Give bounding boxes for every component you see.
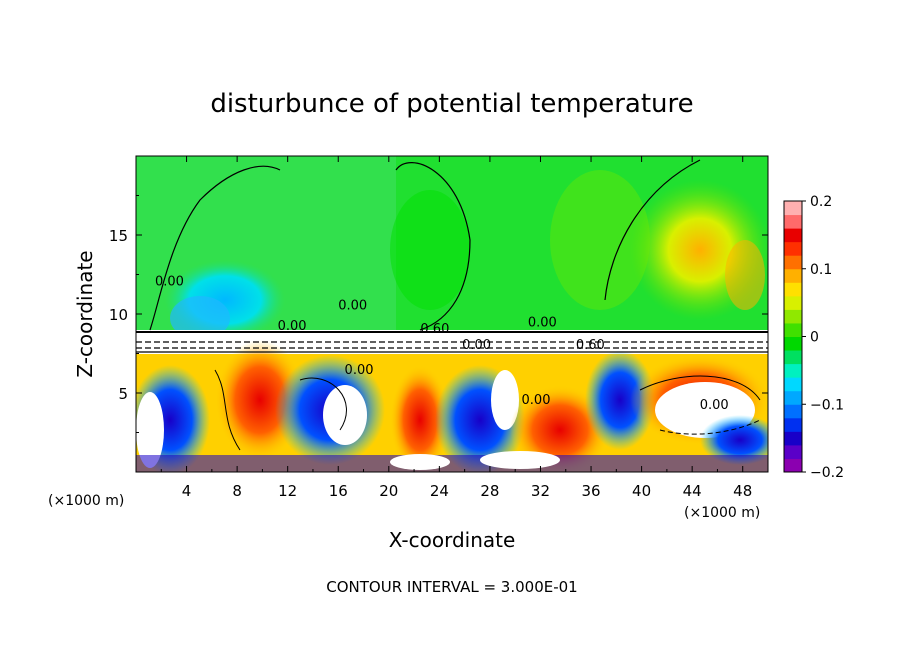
contour-label: 0.00 (155, 275, 184, 290)
colorbar-swatch (784, 431, 802, 446)
colorbar-swatch (784, 282, 802, 297)
colorbar: 0.2 0.1 0 −0.1 −0.2 (783, 194, 844, 481)
x-axis-title: X-coordinate (389, 528, 516, 552)
colorbar-swatch (784, 268, 802, 283)
x-tick-label: 48 (733, 482, 752, 500)
x-tick-label: 20 (379, 482, 398, 500)
contour-label: 0.00 (345, 363, 374, 378)
colorbar-swatch (784, 377, 802, 392)
colorbar-swatch (784, 350, 802, 365)
y-tick-label: 15 (109, 227, 128, 245)
colorbar-swatch (784, 390, 802, 405)
x-tick-label: 12 (278, 482, 297, 500)
contour-label: 0.60 (420, 322, 449, 337)
x-tick-label: 36 (581, 482, 600, 500)
x-tick-label: 40 (632, 482, 651, 500)
chart-title: disturbunce of potential temperature (210, 89, 693, 119)
y-axis-title: Z-coordinate (73, 250, 97, 377)
colorbar-swatch (784, 309, 802, 324)
colorbar-tick-label: 0 (810, 330, 819, 346)
colorbar-swatch (784, 322, 802, 337)
contour-label: 0.00 (278, 319, 307, 334)
y-tick-label: 10 (109, 306, 128, 324)
colorbar-swatch (784, 201, 802, 216)
x-tick-label: 4 (182, 482, 192, 500)
contour-interval-note: CONTOUR INTERVAL = 3.000E-01 (326, 578, 577, 596)
contour-label: 0.00 (528, 316, 557, 331)
colorbar-swatch (784, 255, 802, 270)
colorbar-swatch (784, 363, 802, 378)
x-tick-label: 44 (683, 482, 702, 500)
x-tick-label: 8 (232, 482, 242, 500)
x-unit-label-right: (×1000 m) (684, 505, 760, 521)
x-tick-label: 32 (531, 482, 550, 500)
colorbar-swatch (784, 458, 802, 473)
x-axis: 4 8 12 16 20 24 28 32 36 40 44 48 (160, 156, 752, 500)
contour-labels: 0.00 0.00 0.00 0.60 0.00 0.00 0.60 0.00 0.00 0.00 (155, 275, 729, 413)
x-unit-label-left: (×1000 m) (48, 493, 124, 509)
contour-label: 0.00 (700, 398, 729, 413)
colorbar-swatch (784, 336, 802, 351)
contour-label: 0.00 (522, 393, 551, 408)
y-tick-label: 5 (118, 385, 128, 403)
x-tick-label: 16 (329, 482, 348, 500)
colorbar-swatch (784, 228, 802, 243)
colorbar-swatch (784, 404, 802, 419)
colorbar-tick-label: 0.2 (810, 194, 832, 210)
x-tick-label: 28 (480, 482, 499, 500)
colorbar-swatch (784, 241, 802, 256)
contour-lines (136, 159, 768, 451)
contour-label: 0.00 (462, 338, 491, 353)
colorbar-swatch (784, 444, 802, 459)
y-axis: 5 10 15 (109, 195, 768, 433)
colorbar-swatch (784, 295, 802, 310)
contour-label: 0.00 (338, 298, 367, 313)
contour-label: 0.60 (576, 338, 605, 353)
colorbar-tick-label: −0.2 (810, 465, 844, 481)
colorbar-swatch (784, 214, 802, 229)
heatmap-field (136, 156, 768, 472)
colorbar-tick-label: −0.1 (810, 397, 844, 413)
colorbar-tick-label: 0.1 (810, 262, 832, 278)
colorbar-swatch (784, 417, 802, 432)
x-tick-label: 24 (430, 482, 449, 500)
